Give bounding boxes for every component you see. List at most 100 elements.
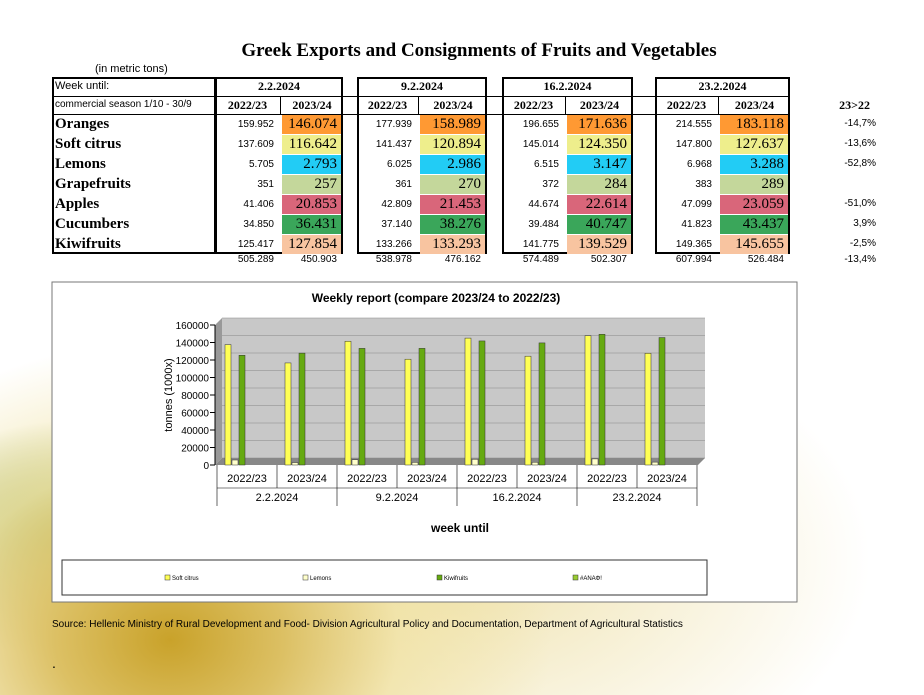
value-cell: 23.059 xyxy=(720,195,788,214)
total-cell: 538.978 xyxy=(375,254,412,265)
legend-label: Lemons xyxy=(310,576,331,582)
x-axis-label: week until xyxy=(430,521,489,535)
floor xyxy=(215,458,705,465)
season: 2023/24 xyxy=(565,96,633,114)
week-block xyxy=(215,77,343,254)
value-cell: 42.809 xyxy=(381,199,412,210)
row-name: Kiwifruits xyxy=(55,236,121,252)
legend-swatch xyxy=(164,574,171,581)
value-cell: 141.775 xyxy=(522,239,559,250)
season: 2023/24 xyxy=(418,96,487,114)
value-cell: 6.025 xyxy=(386,159,412,170)
value-cell: 146.074 xyxy=(282,115,341,134)
value-cell: 34.850 xyxy=(243,219,274,230)
bar xyxy=(344,340,352,466)
value-cell: 124.350 xyxy=(567,135,631,154)
value-cell: 120.894 xyxy=(420,135,485,154)
y-tick-label: 60000 xyxy=(181,409,209,420)
y-tick-label: 40000 xyxy=(181,426,209,437)
x-tick-label: 2023/24 xyxy=(287,473,327,485)
value-cell: 133.293 xyxy=(420,235,485,254)
source: Source: Hellenic Ministry of Rural Devel… xyxy=(52,619,683,630)
unit: (in metric tons) xyxy=(95,63,168,75)
bar xyxy=(224,344,232,466)
mark: . xyxy=(52,655,56,671)
bar xyxy=(531,461,539,466)
change-cell: -2,5% xyxy=(849,238,876,249)
bar xyxy=(584,335,592,466)
bar xyxy=(231,459,239,466)
season: 2022/23 xyxy=(227,98,268,112)
y-tick-label: 80000 xyxy=(181,391,209,402)
value-cell: 177.939 xyxy=(375,119,412,130)
label-block xyxy=(52,77,215,254)
y-tick-label: 20000 xyxy=(181,444,209,455)
legend-label: #ΑΝΑΦ! xyxy=(580,576,602,582)
total-cell: 526.484 xyxy=(747,254,784,265)
y-tick-label: 120000 xyxy=(176,356,210,367)
header-cell: commercial season 1/10 - 30/9 xyxy=(55,99,192,110)
value-cell: 139.529 xyxy=(567,235,631,254)
value-cell: 125.417 xyxy=(237,239,274,250)
value-cell: 39.484 xyxy=(528,219,559,230)
bar xyxy=(418,348,426,466)
value-cell: 44.674 xyxy=(528,199,559,210)
title: Greek Exports and Consignments of Fruits… xyxy=(241,40,717,61)
change-cell: -52,8% xyxy=(844,158,876,169)
row-name: Soft citrus xyxy=(55,136,122,152)
season: 2023/24 xyxy=(280,96,343,114)
value-cell: 21.453 xyxy=(420,195,485,214)
group-label: 2.2.2024 xyxy=(256,492,299,504)
bar xyxy=(471,459,479,466)
value-cell: 127.637 xyxy=(720,135,788,154)
total-cell: 502.307 xyxy=(590,254,627,265)
bar xyxy=(598,334,606,466)
legend-swatch xyxy=(572,574,579,581)
bar xyxy=(238,355,246,466)
bar xyxy=(464,337,472,466)
value-cell: 158.989 xyxy=(420,115,485,134)
value-cell: 147.800 xyxy=(675,139,712,150)
x-tick-label: 2023/24 xyxy=(407,473,447,485)
group-label: 23.2.2024 xyxy=(613,492,662,504)
value-cell: 214.555 xyxy=(675,119,712,130)
change-cell: -14,7% xyxy=(844,118,876,129)
y-tick-label: 140000 xyxy=(176,339,210,350)
bar xyxy=(658,337,666,466)
value-cell: 40.747 xyxy=(567,215,631,234)
value-cell: 3.288 xyxy=(720,155,788,174)
value-cell: 20.853 xyxy=(282,195,341,214)
bar xyxy=(284,362,292,466)
legend-label: Soft citrus xyxy=(172,576,199,582)
value-cell: 6.968 xyxy=(686,159,712,170)
week-date: 23.2.2024 xyxy=(698,79,747,93)
bar xyxy=(411,462,419,466)
value-cell: 284 xyxy=(567,175,631,194)
row-name: Grapefruits xyxy=(55,176,131,192)
season: 2023/24 xyxy=(718,96,790,114)
value-cell: 149.365 xyxy=(675,239,712,250)
total-change: -13,4% xyxy=(844,254,876,265)
value-cell: 38.276 xyxy=(420,215,485,234)
bar xyxy=(651,461,659,466)
change-cell: 3,9% xyxy=(853,218,876,229)
value-cell: 41.406 xyxy=(243,199,274,210)
total-cell: 607.994 xyxy=(675,254,712,265)
row-name: Apples xyxy=(55,196,100,212)
header-rule xyxy=(52,114,790,115)
season: 2022/23 xyxy=(367,98,408,112)
legend-box xyxy=(61,559,708,596)
value-cell: 171.636 xyxy=(567,115,631,134)
season: 2022/23 xyxy=(513,98,554,112)
y-tick-label: 160000 xyxy=(176,321,210,332)
value-cell: 270 xyxy=(420,175,485,194)
value-cell: 372 xyxy=(542,179,559,190)
row-name: Cucumbers xyxy=(55,216,130,232)
value-cell: 3.147 xyxy=(567,155,631,174)
value-cell: 47.099 xyxy=(681,199,712,210)
group-label: 9.2.2024 xyxy=(376,492,419,504)
bar xyxy=(478,340,486,466)
legend-swatch xyxy=(436,574,443,581)
value-cell: 37.140 xyxy=(381,219,412,230)
